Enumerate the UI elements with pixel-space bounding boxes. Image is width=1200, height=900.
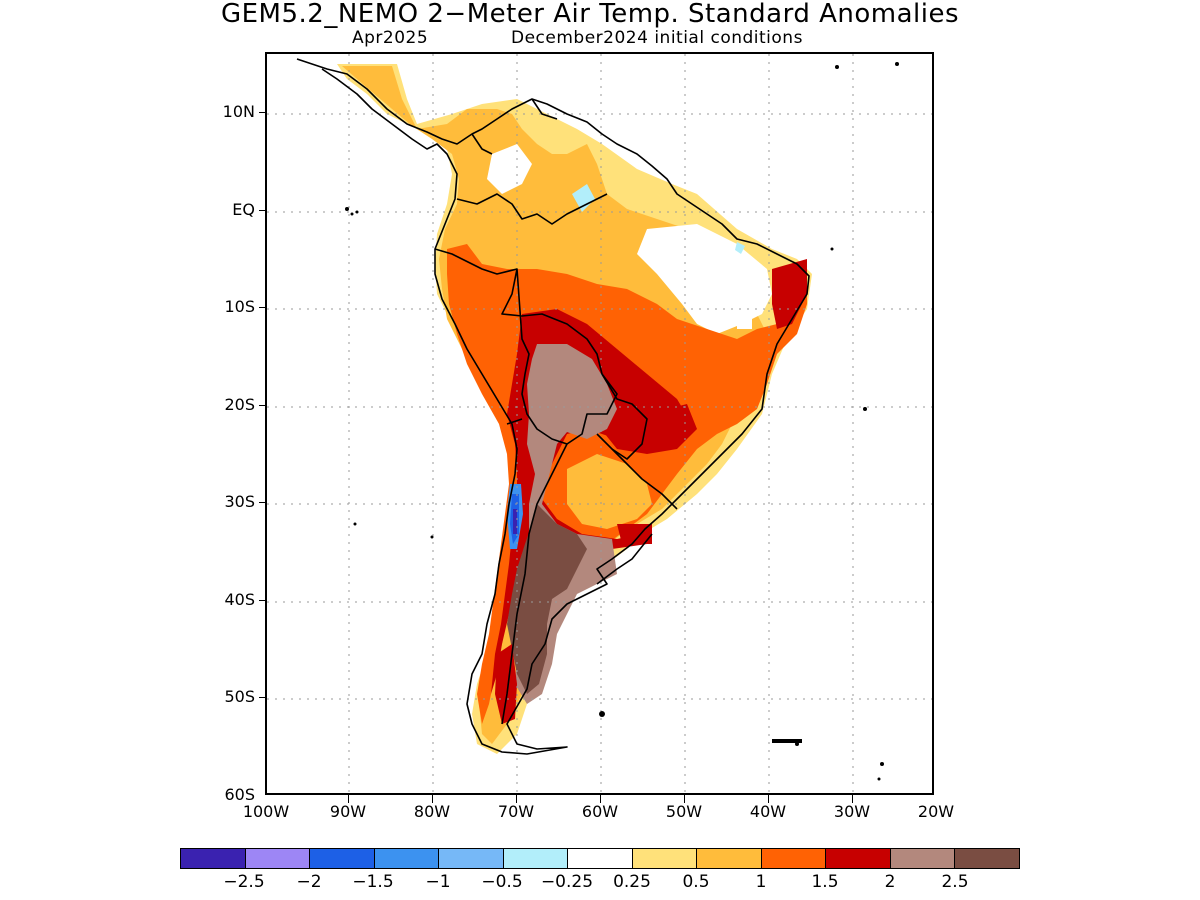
field-2-ne (772, 259, 807, 329)
field-white-north (487, 144, 532, 194)
lon-tick (432, 795, 433, 803)
legend-label: −1 (425, 872, 451, 892)
legend-label: 0.25 (613, 872, 651, 892)
color-legend (180, 848, 1020, 869)
legend-swatch (374, 849, 440, 868)
legend-label: 1.5 (811, 872, 839, 892)
lon-label-100w: 100W (242, 802, 290, 821)
legend-label: −0.5 (481, 872, 523, 892)
map-panel (265, 52, 934, 795)
lat-tick (259, 112, 267, 113)
lon-label-60w: 60W (581, 802, 619, 821)
field-1-south (567, 454, 652, 529)
field-neg-0-25-a (572, 184, 595, 212)
legend-swatch (761, 849, 827, 868)
lat-tick (259, 405, 267, 406)
legend-swatch (568, 849, 633, 868)
lon-label-90w: 90W (329, 802, 367, 821)
initial-conditions: December2024 initial conditions (511, 28, 803, 48)
legend-swatch (503, 849, 569, 868)
lon-label-30w: 30W (833, 802, 871, 821)
field-2-buenos (617, 524, 652, 544)
lat-tick (259, 600, 267, 601)
legend-swatch (955, 849, 1019, 868)
lat-label-30s: 30S (224, 492, 255, 511)
legend-swatch (697, 849, 762, 868)
lon-label-40w: 40W (749, 802, 787, 821)
lat-label-10s: 10S (224, 297, 255, 316)
map-title: GEM5.2_NEMO 2−Meter Air Temp. Standard A… (220, 0, 960, 29)
legend-swatch (310, 849, 375, 868)
lat-label-60s: 60S (224, 785, 255, 804)
lat-tick (259, 697, 267, 698)
legend-swatch (826, 849, 891, 868)
lat-tick (259, 502, 267, 503)
anomaly-fields (337, 64, 812, 754)
lat-label-50s: 50S (224, 687, 255, 706)
legend-swatch (439, 849, 504, 868)
lon-label-50w: 50W (665, 802, 703, 821)
legend-label: −2.5 (223, 872, 265, 892)
lon-tick (516, 795, 517, 803)
forecast-month: Apr2025 (352, 28, 429, 48)
lat-tick (259, 307, 267, 308)
lon-tick (684, 795, 685, 803)
legend-label: 0.5 (682, 872, 710, 892)
lon-label-20w: 20W (917, 802, 955, 821)
legend-swatch (181, 849, 246, 868)
field-white-lamina (737, 309, 752, 329)
lon-label-80w: 80W (413, 802, 451, 821)
lat-label-eq: EQ (232, 200, 255, 219)
legend-label: 2 (884, 872, 896, 892)
legend-swatch (632, 849, 698, 868)
anomaly-map (267, 54, 932, 793)
lon-tick (852, 795, 853, 803)
lat-tick (259, 210, 267, 211)
lon-tick (768, 795, 769, 803)
field-2-se (597, 404, 697, 454)
legend-label: −0.25 (540, 872, 594, 892)
lat-label-10n: 10N (222, 102, 255, 121)
coastlines (296, 58, 810, 755)
legend-swatch (245, 849, 311, 868)
field-neg-2-5 (513, 509, 517, 534)
islands (345, 62, 899, 781)
lat-label-40s: 40S (224, 590, 255, 609)
legend-label: 1 (755, 872, 767, 892)
lat-label-20s: 20S (224, 395, 255, 414)
legend-label: −2 (296, 872, 322, 892)
lon-tick (348, 795, 349, 803)
legend-label: −1.5 (352, 872, 394, 892)
lon-tick (600, 795, 601, 803)
lon-label-70w: 70W (497, 802, 535, 821)
field-neg-0-25-b (735, 242, 745, 254)
legend-label: 2.5 (941, 872, 969, 892)
legend-swatch (890, 849, 956, 868)
